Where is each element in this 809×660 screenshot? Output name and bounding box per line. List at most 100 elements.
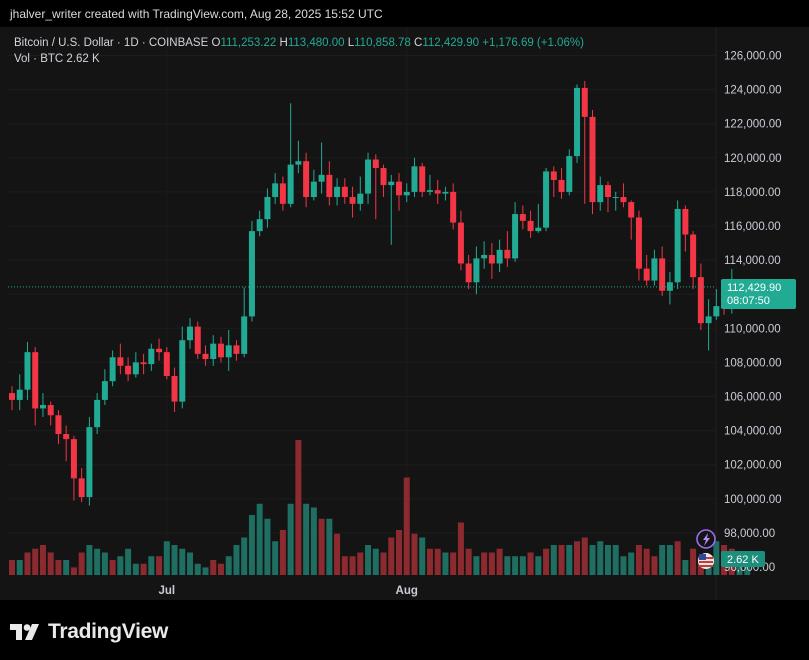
candles: [9, 81, 735, 506]
volume-bar: [16, 560, 23, 575]
volume-bar: [94, 548, 101, 575]
volume-bar: [496, 548, 503, 575]
candle-body: [628, 202, 635, 218]
volume-bar: [713, 541, 720, 575]
volume-bar: [163, 541, 170, 575]
volume-bar: [411, 533, 418, 575]
candle-body: [78, 478, 85, 498]
volume-bar: [194, 563, 201, 575]
volume-bar: [543, 548, 550, 575]
candle-body: [380, 168, 387, 186]
candle-body: [651, 258, 658, 281]
y-tick-label: 102,000.00: [724, 460, 782, 472]
volume-bar: [357, 552, 364, 575]
change-value: +1,176.69 (+1.06%): [482, 37, 584, 49]
y-tick-label: 116,000.00: [724, 221, 781, 233]
candle-body: [295, 161, 302, 165]
candle-body: [481, 254, 488, 259]
volume-bar: [566, 545, 573, 575]
y-tick-label: 122,000.00: [724, 119, 782, 131]
tradingview-brand: TradingView: [48, 620, 169, 643]
volume-label: Vol · BTC: [14, 53, 64, 65]
volume-bar: [310, 507, 317, 575]
volume-bar: [519, 556, 526, 575]
candle-body: [16, 389, 23, 400]
tradingview-logo-icon: [10, 624, 39, 640]
volume-bar: [527, 552, 534, 575]
candle-body: [666, 282, 673, 291]
candle-body: [334, 186, 341, 198]
candle-body: [504, 249, 511, 259]
candle-body: [450, 191, 457, 223]
candle-body: [574, 87, 581, 157]
candle-body: [713, 306, 720, 317]
volume-bar: [217, 563, 224, 575]
volume-bar: [63, 560, 70, 575]
candle-body: [426, 190, 433, 192]
candle-body: [279, 183, 286, 204]
candle-body: [457, 222, 464, 264]
volume-bar: [604, 545, 611, 575]
y-tick-label: 100,000.00: [724, 494, 782, 506]
candle-body: [32, 352, 39, 409]
candle-body: [612, 197, 619, 199]
candle-body: [63, 434, 70, 440]
candle-body: [326, 174, 333, 198]
volume-bar: [303, 503, 310, 575]
volume-bar: [295, 440, 302, 575]
volume-bar: [125, 548, 132, 575]
volume-bar: [643, 548, 650, 575]
flag-icon[interactable]: [698, 553, 714, 569]
volume-bar: [233, 545, 240, 575]
volume-bar: [55, 560, 62, 575]
candle-body: [543, 171, 550, 228]
volume-bar: [132, 563, 139, 575]
candle-body: [70, 439, 77, 479]
candle-body: [9, 393, 15, 400]
y-tick-label: 110,000.00: [724, 323, 781, 335]
candle-body: [372, 159, 379, 169]
x-tick-label: Aug: [396, 585, 418, 597]
candle-body: [365, 159, 372, 194]
volume-tag: 2.62 K: [721, 551, 765, 567]
y-tick-label: 126,000.00: [724, 51, 782, 63]
candle-body: [187, 326, 194, 341]
volume-bar: [24, 552, 31, 575]
candle-body: [550, 171, 557, 180]
candle-body: [604, 185, 611, 198]
candle-body: [303, 161, 310, 198]
candle-body: [148, 348, 155, 365]
volume-bar: [202, 567, 209, 575]
volume-bar: [558, 545, 565, 575]
candle-body: [140, 362, 147, 365]
candle-body: [217, 343, 224, 358]
time-axis: Jul Aug: [158, 585, 417, 597]
candle-body: [403, 191, 410, 196]
candle-body: [597, 185, 604, 203]
high-value: 113,480.00: [287, 37, 345, 49]
volume-bar: [450, 552, 457, 575]
volume-bar: [690, 548, 697, 575]
y-tick-label: 114,000.00: [724, 255, 781, 267]
volume-bar: [39, 545, 46, 575]
volume-bar: [434, 548, 441, 575]
candle-body: [419, 166, 426, 192]
volume-bar: [140, 563, 147, 575]
volume-bar: [457, 522, 464, 575]
volume-tag-value: 2.62 K: [727, 554, 759, 566]
candle-body: [248, 231, 255, 317]
candle-body: [109, 357, 116, 382]
candle-body: [272, 183, 279, 198]
volume-bar: [388, 537, 395, 575]
high-label: H: [279, 37, 288, 49]
candle-body: [512, 214, 519, 259]
candle-body: [125, 365, 132, 375]
candle-body: [210, 343, 217, 359]
low-label: L: [347, 37, 355, 49]
lightning-icon[interactable]: [696, 529, 716, 549]
candle-body: [705, 316, 712, 324]
candle-body: [690, 234, 697, 278]
candle-body: [225, 345, 232, 358]
volume-bar: [179, 548, 186, 575]
